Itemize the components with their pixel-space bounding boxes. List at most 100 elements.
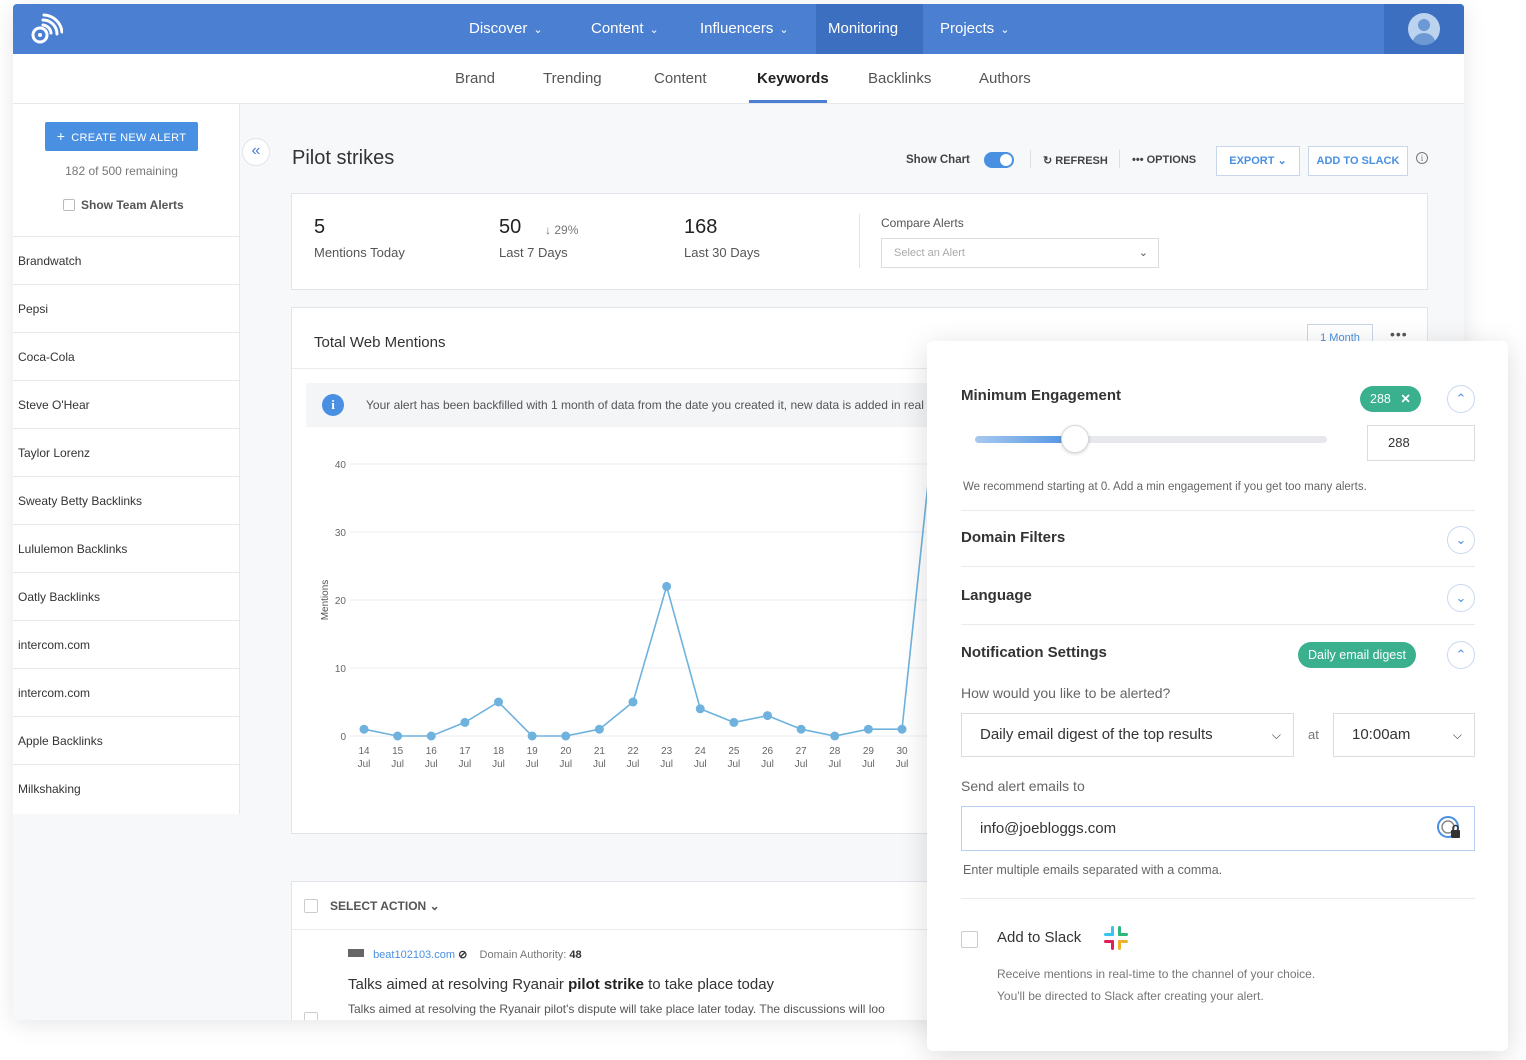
logo-icon[interactable]	[29, 12, 63, 46]
engagement-input[interactable]: 288	[1367, 425, 1475, 461]
action-bar: SELECT ACTION ⌄	[292, 882, 1429, 930]
data-point	[594, 724, 604, 734]
domain-filters-title[interactable]: Domain Filters	[961, 529, 1066, 546]
stat-value: 50	[499, 216, 522, 238]
tab-brand[interactable]: Brand	[455, 70, 496, 87]
select-action-dropdown[interactable]: SELECT ACTION ⌄	[330, 899, 440, 913]
x-tick-label: Jul	[358, 759, 371, 770]
select-all-checkbox[interactable]	[304, 899, 318, 913]
collapse-sidebar-button[interactable]: «	[242, 138, 270, 166]
frequency-select[interactable]: Daily email digest of the top results ⌵	[961, 713, 1294, 757]
data-point	[426, 731, 436, 741]
add-to-slack-button[interactable]: ADD TO SLACK	[1308, 146, 1408, 176]
nav-influencers[interactable]: Influencers ⌄	[688, 4, 801, 54]
result-checkbox[interactable]	[304, 1012, 318, 1020]
export-label: EXPORT	[1229, 155, 1275, 167]
frequency-value: Daily email digest of the top results	[980, 726, 1213, 743]
slack-desc-1: Receive mentions in real-time to the cha…	[997, 967, 1316, 981]
time-select[interactable]: 10:00am ⌵	[1333, 713, 1475, 757]
source-link[interactable]: beat102103.com	[373, 949, 456, 961]
stat-week: 50 ↓ 29% Last 7 Days	[499, 216, 578, 260]
nav-content[interactable]: Content ⌄	[579, 4, 671, 54]
nav-discover[interactable]: Discover ⌄	[457, 4, 555, 54]
create-alert-button[interactable]: + CREATE NEW ALERT	[45, 122, 198, 151]
tab-authors[interactable]: Authors	[979, 70, 1031, 87]
result-title[interactable]: Talks aimed at resolving Ryanair pilot s…	[348, 976, 774, 993]
alerts-sidebar: + CREATE NEW ALERT 182 of 500 remaining S…	[13, 104, 240, 814]
export-button[interactable]: EXPORT ⌄	[1216, 146, 1300, 176]
chevron-up-icon: ⌃	[1455, 647, 1467, 662]
close-icon[interactable]: ✕	[1400, 392, 1411, 406]
sidebar-alert-item[interactable]: Brandwatch	[13, 236, 240, 284]
x-tick-label: 16	[426, 746, 438, 757]
x-tick-label: 24	[695, 746, 707, 757]
authority-label: Domain Authority:	[479, 949, 567, 961]
x-tick-label: 23	[661, 746, 673, 757]
x-tick-label: Jul	[492, 759, 505, 770]
sidebar-alert-item[interactable]: Coca-Cola	[13, 332, 240, 380]
tab-content[interactable]: Content	[654, 70, 707, 87]
data-point	[460, 717, 470, 727]
engagement-slider[interactable]	[975, 436, 1327, 443]
expand-domain-filters-button[interactable]: ⌄	[1447, 526, 1475, 554]
expand-language-button[interactable]: ⌄	[1447, 584, 1475, 612]
language-title[interactable]: Language	[961, 587, 1032, 604]
sidebar-alert-item[interactable]: Lululemon Backlinks	[13, 524, 240, 572]
refresh-icon: ↻	[1043, 155, 1053, 167]
slider-handle[interactable]	[1061, 425, 1089, 453]
stat-month: 168 Last 30 Days	[684, 216, 760, 260]
sidebar-alert-item[interactable]: intercom.com	[13, 668, 240, 716]
sidebar-alert-item[interactable]: Milkshaking	[13, 764, 240, 812]
sidebar-alert-item[interactable]: Pepsi	[13, 284, 240, 332]
x-tick-label: Jul	[727, 759, 740, 770]
sidebar-alert-item[interactable]: intercom.com	[13, 620, 240, 668]
data-point	[494, 697, 503, 707]
sidebar-alert-item[interactable]: Sweaty Betty Backlinks	[13, 476, 240, 524]
x-tick-label: Jul	[862, 759, 875, 770]
compare-alerts-select[interactable]: Select an Alert ⌄	[881, 238, 1159, 268]
chevron-down-icon: ⌄	[1000, 24, 1010, 36]
chevron-down-icon: ⌄	[1277, 155, 1287, 167]
nav-monitoring[interactable]: Monitoring⌄	[816, 4, 923, 86]
engagement-chip[interactable]: 288 ✕	[1360, 386, 1421, 412]
show-team-alerts-checkbox[interactable]: Show Team Alerts	[63, 198, 184, 212]
tab-trending[interactable]: Trending	[543, 70, 602, 87]
nav-projects[interactable]: Projects ⌄	[928, 4, 1021, 54]
tab-keywords[interactable]: Keywords	[757, 70, 829, 87]
more-icon[interactable]: •••	[1390, 326, 1408, 342]
create-alert-label: CREATE NEW ALERT	[71, 132, 187, 144]
collapse-engagement-button[interactable]: ⌃	[1447, 385, 1475, 413]
tab-backlinks[interactable]: Backlinks	[868, 70, 932, 87]
sidebar-alert-item[interactable]: Apple Backlinks	[13, 716, 240, 764]
info-icon[interactable]: i	[1416, 152, 1428, 164]
sidebar-alert-item[interactable]: Taylor Lorenz	[13, 428, 240, 476]
select-action-label: SELECT ACTION	[330, 899, 427, 913]
x-tick-label: 27	[796, 746, 808, 757]
user-menu[interactable]	[1384, 4, 1464, 54]
x-tick-label: 20	[560, 746, 572, 757]
show-chart-toggle[interactable]	[984, 152, 1014, 168]
add-to-slack-checkbox[interactable]	[961, 931, 978, 948]
result-meta: beat102103.com ⊘ Domain Authority: 48	[348, 948, 582, 961]
collapse-notifications-button[interactable]: ⌃	[1447, 641, 1475, 669]
options-button[interactable]: ••• OPTIONS	[1132, 154, 1196, 166]
password-manager-icon[interactable]	[1436, 815, 1462, 841]
y-tick-label: 40	[335, 460, 347, 471]
mentions-line-chart: 0 10 20 30 40 Mentions 14 Jul 15 Jul 16 Jul 17 Jul 18 J…	[320, 460, 932, 770]
engagement-hint: We recommend starting at 0. Add a min en…	[963, 481, 1367, 493]
x-tick-label: Jul	[627, 759, 640, 770]
sidebar-alert-item[interactable]: Oatly Backlinks	[13, 572, 240, 620]
x-tick-label: 19	[527, 746, 539, 757]
series-line-continuation	[901, 483, 929, 730]
show-chart-label: Show Chart	[906, 154, 970, 166]
x-tick-label: 14	[358, 746, 370, 757]
x-tick-label: Jul	[526, 759, 539, 770]
sidebar-alert-item[interactable]: Steve O'Hear	[13, 380, 240, 428]
x-tick-label: Jul	[593, 759, 606, 770]
email-field[interactable]: info@joebloggs.com	[961, 806, 1475, 851]
result-snippet: Talks aimed at resolving the Ryanair pil…	[348, 1002, 885, 1016]
slack-icon	[1104, 926, 1128, 950]
notice-text: Your alert has been backfilled with 1 mo…	[366, 398, 924, 412]
refresh-button[interactable]: ↻ REFRESH	[1043, 154, 1108, 167]
chevron-down-icon: ⌄	[429, 899, 440, 913]
